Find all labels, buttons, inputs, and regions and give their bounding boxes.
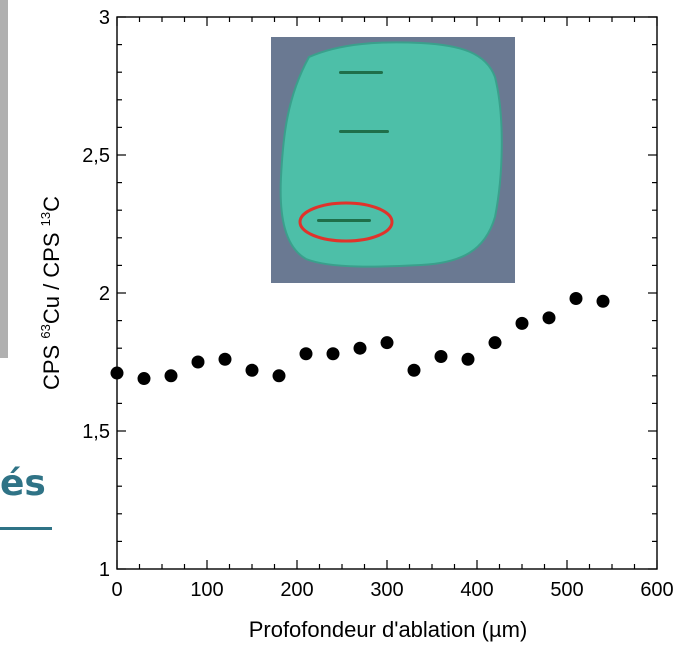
y-label-superscript: 63: [38, 324, 53, 338]
ablation-scar: [339, 71, 383, 74]
data-point: [515, 316, 529, 330]
y-label-part: C: [39, 196, 64, 212]
background-text-underline: [0, 527, 52, 530]
data-point: [326, 347, 340, 361]
data-point: [299, 347, 313, 361]
highlight-ellipse: [298, 201, 394, 243]
data-point: [164, 369, 178, 383]
x-tick-label: 0: [111, 579, 122, 601]
ablation-scar: [317, 219, 371, 222]
x-tick-label: 600: [640, 579, 673, 601]
x-tick-label: 200: [280, 579, 313, 601]
data-point: [569, 292, 583, 306]
y-tick-labels: 1 1,5 2 2,5 3: [82, 7, 110, 581]
data-point: [245, 363, 259, 377]
left-strip: [0, 0, 8, 358]
x-axis-label: Profofondeur d'ablation (µm): [249, 617, 528, 642]
x-tick-label: 500: [550, 579, 583, 601]
x-tick-labels: 0 100 200 300 400 500 600: [111, 579, 673, 601]
sample-photo-inset: [271, 37, 515, 283]
x-tick-label: 300: [370, 579, 403, 601]
y-tick-label: 3: [99, 7, 110, 29]
data-point: [272, 369, 286, 383]
data-point: [110, 366, 124, 380]
tick-marks: [116, 16, 658, 570]
data-point: [407, 363, 421, 377]
y-label-part: CPS: [39, 339, 64, 390]
y-label-part: Cu / CPS: [39, 226, 64, 324]
data-point: [137, 372, 151, 386]
data-point: [353, 341, 367, 355]
data-point: [380, 336, 394, 350]
data-point: [434, 349, 448, 363]
y-tick-label: 2: [99, 283, 110, 305]
x-tick-label: 400: [460, 579, 493, 601]
x-tick-label: 100: [190, 579, 223, 601]
data-point: [191, 355, 205, 369]
data-point: [488, 336, 502, 350]
data-point: [218, 352, 232, 366]
data-point: [461, 352, 475, 366]
ablation-scar: [339, 130, 389, 133]
y-tick-label: 2,5: [82, 145, 110, 167]
data-points: [110, 292, 610, 386]
y-tick-label: 1: [99, 559, 110, 581]
y-axis-label: CPS 63Cu / CPS 13C: [38, 196, 64, 390]
data-point: [542, 311, 556, 325]
y-tick-label: 1,5: [82, 421, 110, 443]
data-point: [596, 294, 610, 308]
glass-sample-disk: [279, 41, 503, 268]
background-text-fragment: és: [0, 463, 46, 504]
y-label-superscript: 13: [38, 212, 53, 226]
